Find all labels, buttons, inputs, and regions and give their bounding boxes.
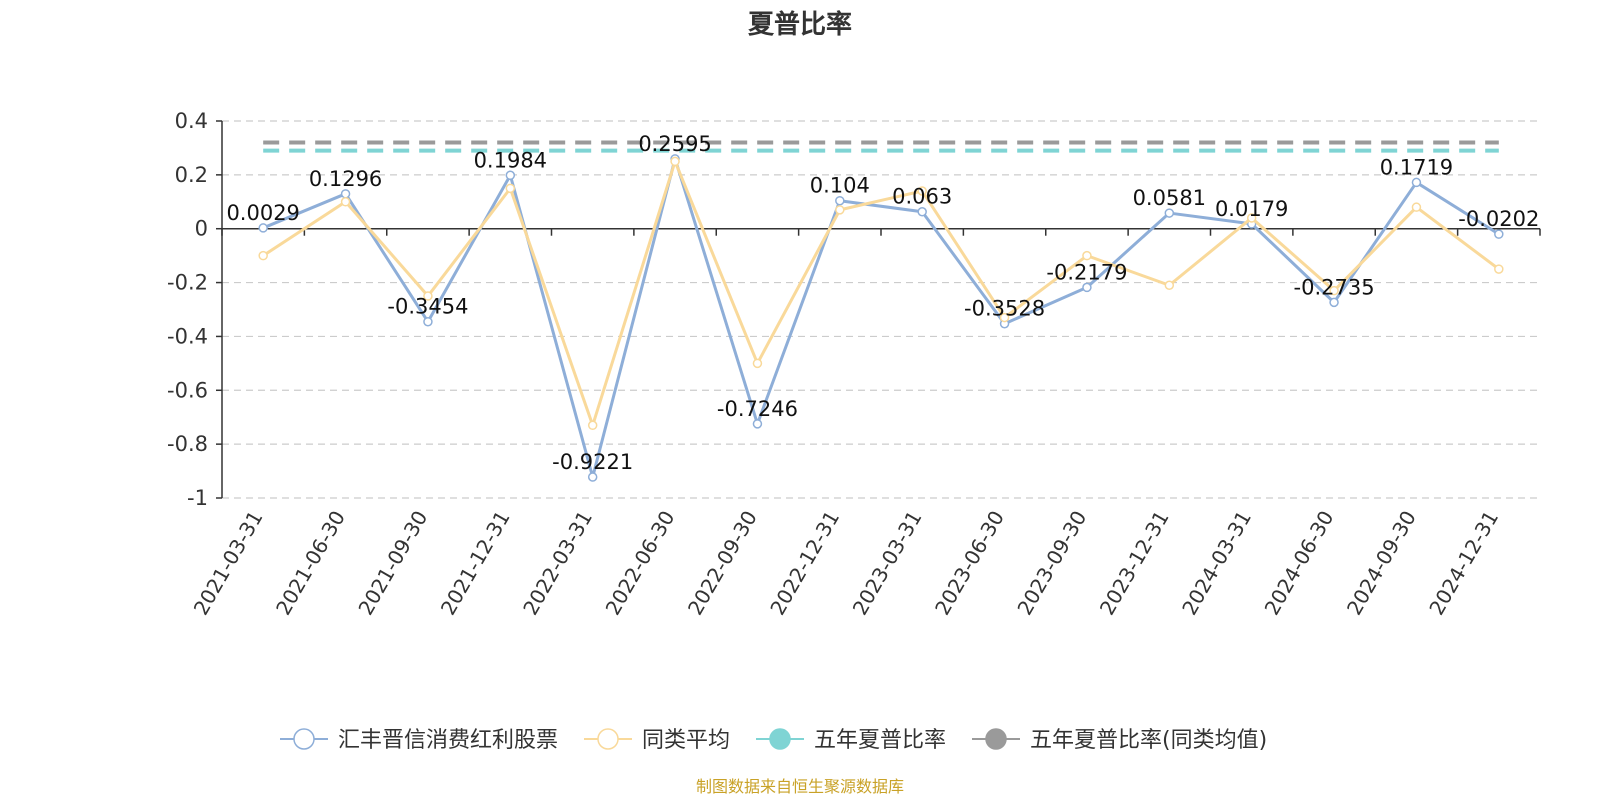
x-tick-label: 2022-12-31 xyxy=(765,507,844,620)
series-1-point xyxy=(587,420,598,431)
x-tick-label: 2024-09-30 xyxy=(1342,507,1421,620)
legend-label-0: 汇丰晋信消费红利股票 xyxy=(338,728,558,753)
series-0-point xyxy=(1494,229,1504,239)
legend: 汇丰晋信消费红利股票 同类平均 五年夏普比率 五年夏普比率(同类均值) xyxy=(280,728,1267,753)
legend-label-3: 五年夏普比率(同类均值) xyxy=(1030,728,1267,753)
x-tick-label: 2024-12-31 xyxy=(1424,507,1503,620)
y-tick-label: -0.2 xyxy=(167,271,208,295)
x-tick-label: 2021-12-31 xyxy=(436,507,515,620)
y-tick-label: -1 xyxy=(187,486,208,510)
data-label: 0.1719 xyxy=(1380,155,1453,179)
series-1-point xyxy=(917,186,927,196)
data-label: 0.063 xyxy=(892,185,952,209)
series-0-point xyxy=(1329,297,1339,308)
x-tick-label: 2022-09-30 xyxy=(683,507,762,620)
series-1-point xyxy=(1164,280,1175,291)
data-label: -0.7246 xyxy=(717,397,798,421)
legend-marker-3 xyxy=(985,728,1007,750)
series-1-point xyxy=(340,197,351,207)
series-1-point xyxy=(423,291,433,301)
x-tick-label: 2024-03-31 xyxy=(1177,507,1256,620)
y-tick-label: 0.2 xyxy=(175,163,208,187)
x-tick-label: 2022-03-31 xyxy=(518,507,597,620)
data-label: -0.2179 xyxy=(1046,260,1127,284)
series-1-point xyxy=(999,312,1010,323)
data-label: -0.3454 xyxy=(387,295,468,319)
y-tick-label: 0.4 xyxy=(175,109,208,133)
x-tick-label: 2023-09-30 xyxy=(1012,507,1091,620)
series-0-point xyxy=(1164,208,1175,218)
series xyxy=(258,140,1504,482)
legend-marker-1 xyxy=(597,728,619,750)
source-note: 制图数据来自恒生聚源数据库 xyxy=(696,777,904,796)
series-0-point xyxy=(258,223,268,233)
data-label: -0.9221 xyxy=(552,450,633,474)
x-tick-label: 2023-06-30 xyxy=(930,507,1009,620)
series-1-point xyxy=(1411,202,1422,212)
x-tick-label: 2023-12-31 xyxy=(1095,507,1174,620)
series-1-point xyxy=(1494,264,1504,274)
data-label: 0.2595 xyxy=(638,132,711,156)
series-1-point xyxy=(670,156,680,167)
data-label: -0.2735 xyxy=(1294,275,1375,299)
x-tick-label: 2021-03-31 xyxy=(189,507,268,620)
x-tick-label: 2023-03-31 xyxy=(848,507,927,620)
data-label: 0.0029 xyxy=(226,201,299,225)
series-0-point xyxy=(752,419,763,429)
data-label: 0.1296 xyxy=(309,167,382,191)
series-1-point xyxy=(752,358,763,369)
grid xyxy=(222,120,1540,499)
series-0-point xyxy=(1082,282,1092,293)
x-tick-label: 2024-06-30 xyxy=(1259,507,1338,620)
data-label: 0.0179 xyxy=(1215,197,1288,221)
series-1-point xyxy=(835,205,845,215)
legend-marker-2 xyxy=(769,728,791,750)
series-1-point xyxy=(505,183,516,194)
data-label: -0.0202 xyxy=(1458,207,1539,231)
data-label: -0.3528 xyxy=(964,297,1045,321)
series-0-point xyxy=(835,195,845,206)
x-tick-label: 2022-06-30 xyxy=(600,507,679,620)
series-0-point xyxy=(340,189,351,199)
legend-marker-0 xyxy=(293,728,315,750)
series-0-point xyxy=(1411,177,1422,188)
y-tick-label: -0.8 xyxy=(167,432,208,456)
series-1-point xyxy=(258,250,268,261)
data-label: 0.1984 xyxy=(474,148,547,172)
y-tick-label: 0 xyxy=(195,217,208,241)
legend-label-2: 五年夏普比率 xyxy=(814,728,946,753)
series-1-line xyxy=(262,159,1500,427)
data-label: 0.0581 xyxy=(1133,186,1206,210)
series-1-point xyxy=(1329,285,1339,296)
series-1-point xyxy=(1246,213,1257,223)
data-labels: 0.0029 0.1296 -0.3454 0.1984 -0.9221 0.2595 -0… xyxy=(226,132,1539,474)
y-tick-label: -0.6 xyxy=(167,378,208,402)
x-tick-label: 2021-06-30 xyxy=(271,507,350,620)
series-0-point xyxy=(917,206,927,217)
data-label: 0.104 xyxy=(810,174,870,198)
y-tick-label: -0.4 xyxy=(167,324,208,348)
x-tick-label: 2021-09-30 xyxy=(353,507,432,620)
legend-label-1: 同类平均 xyxy=(642,728,730,753)
series-0-point xyxy=(505,170,516,181)
series-0-point xyxy=(587,472,598,482)
chart-title: 夏普比率 xyxy=(748,9,852,40)
series-0-point xyxy=(423,316,433,327)
series-1-point xyxy=(1082,250,1092,261)
series-0-line xyxy=(262,157,1500,479)
